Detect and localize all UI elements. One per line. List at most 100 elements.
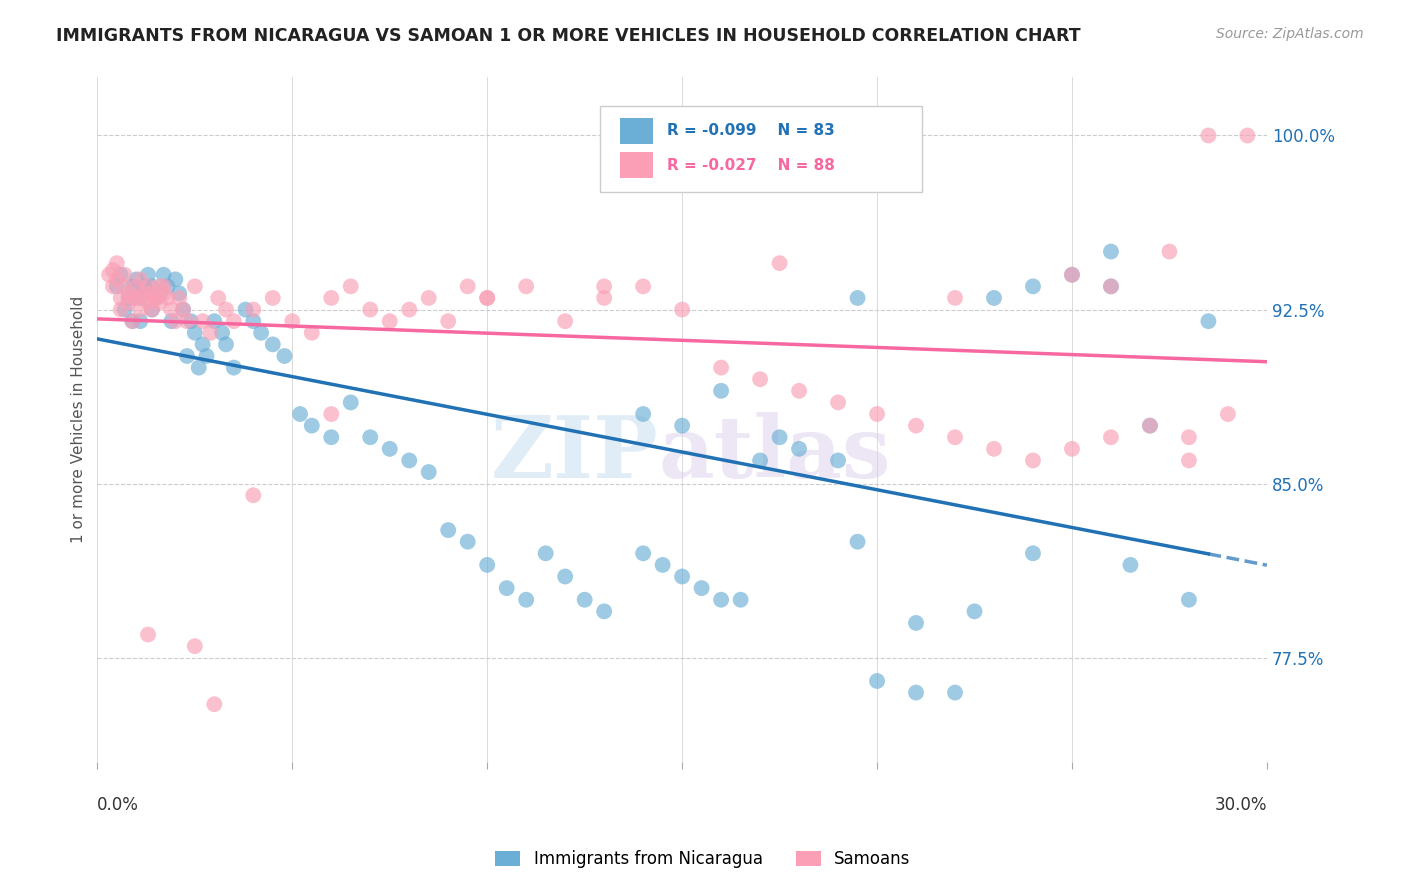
Point <box>418 291 440 305</box>
Point <box>242 314 264 328</box>
Point <box>1159 244 1181 259</box>
Point <box>827 395 849 409</box>
Point <box>187 360 209 375</box>
Point <box>749 372 772 386</box>
Point <box>378 314 401 328</box>
Point <box>690 581 713 595</box>
Point <box>152 279 174 293</box>
Point <box>1022 546 1045 560</box>
Point <box>1236 128 1258 143</box>
Point <box>787 384 810 398</box>
Point <box>1060 268 1083 282</box>
Point <box>141 302 163 317</box>
Point <box>125 279 148 293</box>
Point <box>1099 430 1122 444</box>
Point <box>129 302 152 317</box>
Point <box>145 291 167 305</box>
Point <box>281 314 304 328</box>
Text: 0.0%: 0.0% <box>97 797 139 814</box>
Point <box>172 302 194 317</box>
Point <box>105 272 128 286</box>
Point <box>180 314 202 328</box>
Point <box>125 291 148 305</box>
Point <box>905 685 928 699</box>
Point <box>768 256 790 270</box>
Point <box>152 286 174 301</box>
Point <box>145 291 167 305</box>
Point <box>477 558 499 572</box>
Point <box>129 314 152 328</box>
Point <box>262 291 284 305</box>
Point <box>141 279 163 293</box>
Point <box>134 279 156 293</box>
Point <box>905 418 928 433</box>
Point <box>1197 314 1219 328</box>
Point <box>242 488 264 502</box>
Point <box>149 279 172 293</box>
Point <box>149 295 172 310</box>
Point <box>273 349 295 363</box>
Point <box>176 349 198 363</box>
Point <box>156 279 179 293</box>
Point <box>202 697 225 711</box>
Point <box>121 314 143 328</box>
Point <box>378 442 401 456</box>
Point <box>437 314 460 328</box>
Point <box>101 279 124 293</box>
Point <box>768 430 790 444</box>
Point <box>846 534 869 549</box>
Point <box>121 314 143 328</box>
Point <box>1099 279 1122 293</box>
Point <box>339 279 361 293</box>
Point <box>98 268 121 282</box>
Point <box>983 442 1005 456</box>
FancyBboxPatch shape <box>600 106 922 192</box>
Point <box>1139 418 1161 433</box>
Point <box>262 337 284 351</box>
Point <box>184 326 207 340</box>
Point <box>1022 453 1045 467</box>
Point <box>288 407 311 421</box>
Point <box>574 592 596 607</box>
Point <box>418 465 440 479</box>
Point <box>207 291 229 305</box>
Point <box>101 263 124 277</box>
Point <box>905 615 928 630</box>
Point <box>191 314 214 328</box>
Bar <box>620 152 652 178</box>
Point <box>1178 430 1201 444</box>
Point <box>191 337 214 351</box>
Point <box>710 360 733 375</box>
Point <box>134 286 156 301</box>
Point <box>149 286 172 301</box>
Point <box>710 592 733 607</box>
Point <box>943 291 966 305</box>
Point <box>114 302 136 317</box>
Point <box>671 302 693 317</box>
Point <box>117 291 139 305</box>
Point <box>457 534 479 549</box>
Point <box>398 302 420 317</box>
Point <box>1216 407 1239 421</box>
Point <box>160 302 183 317</box>
Point <box>339 395 361 409</box>
Point <box>202 314 225 328</box>
Point <box>866 673 889 688</box>
Point <box>121 279 143 293</box>
Text: R = -0.027    N = 88: R = -0.027 N = 88 <box>666 158 835 172</box>
Point <box>301 418 323 433</box>
Point <box>1139 418 1161 433</box>
Point <box>515 592 537 607</box>
Point <box>242 302 264 317</box>
Point <box>176 314 198 328</box>
Point <box>110 302 132 317</box>
Point <box>554 569 576 583</box>
Point <box>195 349 218 363</box>
Point <box>846 291 869 305</box>
Point <box>136 279 159 293</box>
Point <box>787 442 810 456</box>
Point <box>477 291 499 305</box>
Point <box>184 639 207 653</box>
Point <box>117 295 139 310</box>
Point <box>1119 558 1142 572</box>
